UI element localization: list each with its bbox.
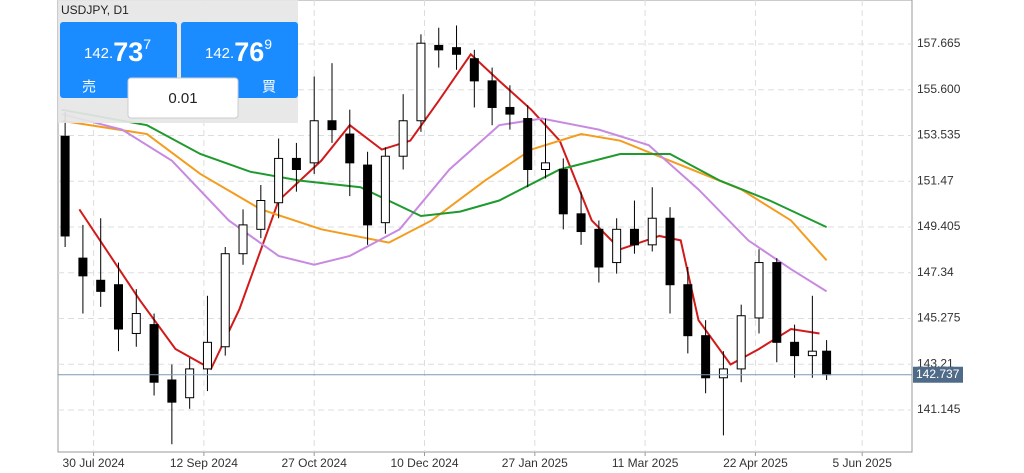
y-tick-label: 149.405 [917,219,961,233]
candle-body [434,44,444,51]
candle-body [309,120,319,164]
x-tick-label: 11 Mar 2025 [612,456,679,470]
candle-body [113,284,123,330]
candle-body [131,313,141,334]
candle-body [274,157,284,204]
buy-label: 買 [262,79,276,95]
candle-body [790,341,800,357]
candle-body [96,279,106,292]
candle-body [60,135,70,237]
y-tick-label: 145.275 [917,311,961,325]
moving-average [78,52,820,371]
x-tick-label: 27 Jan 2025 [502,456,568,470]
x-tick-label: 5 Jun 2025 [832,456,892,470]
candle-body [558,169,568,215]
y-tick-label: 153.535 [917,128,961,142]
last-price-label: 142.737 [916,367,960,381]
candle-body [345,133,355,164]
x-tick-label: 30 Jul 2024 [63,456,125,470]
volume: 0.01 [168,90,197,107]
candle-body [629,228,639,246]
candle-body [398,120,408,157]
candle-body [665,217,675,286]
candle-body [487,80,497,108]
candle-body [772,262,782,343]
y-tick-label: 151.47 [917,173,954,187]
candle-body [683,284,693,337]
chart-title: USDJPY, D1 [61,3,129,17]
volume-box[interactable] [127,77,239,119]
candle-body [291,157,301,171]
moving-average [61,108,828,229]
candle-body [185,368,195,399]
x-tick-label: 12 Sep 2024 [170,456,238,470]
last-price-box [913,366,963,383]
candle-body [469,58,479,82]
buy-price: 142.769 [205,36,272,67]
candle-body [647,217,657,246]
candle-body [238,224,248,255]
candle-body [78,257,88,277]
candle-body [505,106,515,115]
candle-body [736,315,746,370]
candle-body [576,213,586,233]
candle-body [149,324,159,383]
candle-body [718,368,728,379]
candle-body [540,162,550,170]
y-tick-label: 147.34 [917,265,954,279]
y-tick-label: 155.600 [917,82,961,96]
candle-body [416,42,426,122]
candle-body [202,341,212,370]
moving-average [61,113,828,293]
y-tick-label: 141.145 [917,402,961,416]
sell-label: 売 [82,79,96,95]
candle-body [452,47,462,55]
candle-body [612,228,622,264]
candle-body [380,155,390,224]
candle-body [701,335,711,379]
trade-panel: 142.737 142.769 売 買 0.01 [58,0,298,123]
x-tick-label: 22 Apr 2025 [723,456,788,470]
candle-body [220,253,230,348]
sell-price: 142.737 [84,36,151,67]
candle-body [363,164,373,226]
candle-body [822,350,832,376]
candle-body [807,350,817,357]
candle-body [256,200,266,230]
candle-body [754,262,764,319]
y-tick-label: 157.665 [917,36,961,50]
x-tick-label: 27 Oct 2024 [282,456,348,470]
candle-body [167,379,177,403]
candle-body [327,120,337,131]
candle-body [594,228,604,268]
candle-body [523,118,533,170]
x-tick-label: 10 Dec 2024 [390,456,458,470]
